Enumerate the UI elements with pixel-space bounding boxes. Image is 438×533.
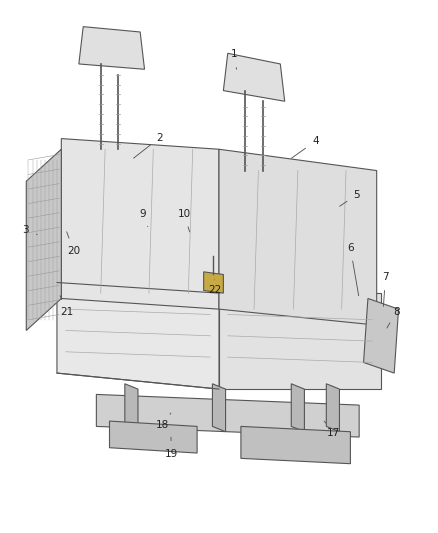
Polygon shape — [79, 27, 145, 69]
Polygon shape — [219, 149, 377, 325]
Polygon shape — [204, 272, 223, 293]
Text: 18: 18 — [156, 420, 170, 430]
Text: 6: 6 — [347, 243, 354, 253]
Polygon shape — [61, 139, 219, 309]
Text: 9: 9 — [139, 209, 146, 219]
Polygon shape — [57, 282, 219, 389]
Polygon shape — [291, 384, 304, 432]
Text: 1: 1 — [231, 50, 238, 59]
Polygon shape — [96, 394, 359, 437]
Text: 17: 17 — [327, 428, 340, 438]
Text: 21: 21 — [60, 307, 73, 317]
Text: 22: 22 — [208, 286, 221, 295]
Polygon shape — [326, 384, 339, 432]
Polygon shape — [26, 149, 61, 330]
Polygon shape — [125, 384, 138, 432]
Polygon shape — [364, 298, 399, 373]
Text: 2: 2 — [156, 133, 163, 142]
Text: 10: 10 — [177, 209, 191, 219]
Text: 5: 5 — [353, 190, 360, 199]
Polygon shape — [212, 384, 226, 432]
Text: 3: 3 — [22, 225, 29, 235]
Polygon shape — [223, 53, 285, 101]
Text: 20: 20 — [67, 246, 80, 255]
Polygon shape — [219, 293, 381, 389]
Polygon shape — [241, 426, 350, 464]
Polygon shape — [110, 421, 197, 453]
Text: 19: 19 — [165, 449, 178, 459]
Text: 8: 8 — [393, 307, 400, 317]
Text: 7: 7 — [382, 272, 389, 282]
Text: 4: 4 — [312, 136, 319, 146]
